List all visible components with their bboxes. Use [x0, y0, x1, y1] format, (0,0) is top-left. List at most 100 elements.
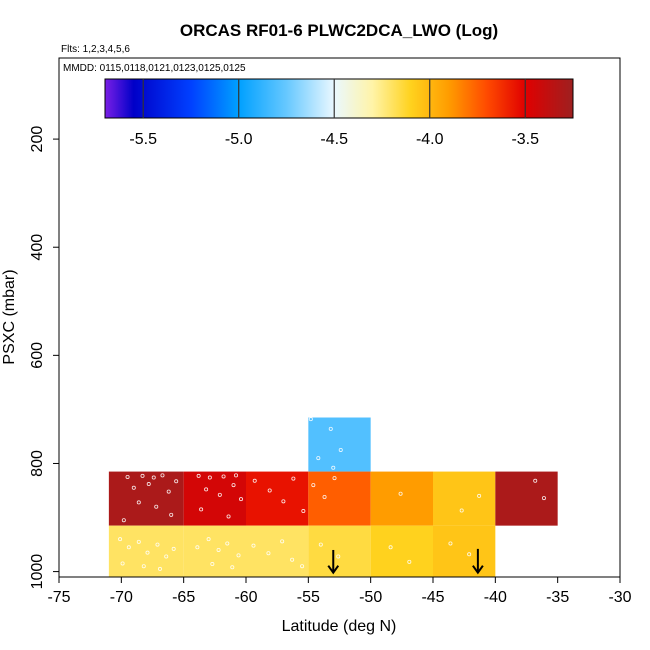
heatmap-cell	[308, 525, 371, 577]
sample-point	[140, 473, 145, 478]
sample-point	[195, 545, 200, 550]
sample-point	[145, 550, 150, 555]
sample-point	[239, 497, 244, 502]
sample-point	[226, 514, 231, 519]
heatmap-cell	[308, 417, 371, 472]
sample-point	[541, 496, 546, 501]
sample-point	[136, 500, 141, 505]
arrow-head	[327, 565, 340, 575]
sample-point	[131, 485, 136, 490]
plot-frame	[58, 57, 621, 578]
sample-point	[388, 545, 393, 550]
sample-point	[204, 487, 209, 492]
sample-point	[236, 553, 241, 558]
sample-point	[291, 476, 296, 481]
colorbar-tick-label: -4.5	[320, 131, 348, 148]
sample-point	[216, 547, 221, 552]
sample-point	[171, 546, 176, 551]
x-axis-label: Latitude (deg N)	[282, 618, 397, 635]
sample-point	[154, 504, 159, 509]
sample-point	[151, 475, 156, 480]
colorbar: -5.5 -5.0 -4.5 -4.0 -3.5	[104, 78, 574, 148]
x-tick-label: -35	[546, 589, 569, 606]
sample-point	[125, 474, 130, 479]
heatmap-cell	[183, 525, 246, 577]
x-tick-label: -70	[110, 589, 133, 606]
arrows	[327, 548, 484, 575]
sample-point	[221, 474, 226, 479]
sample-point	[318, 542, 323, 547]
sample-point	[477, 493, 482, 498]
sample-point	[266, 551, 271, 556]
sample-point	[290, 557, 295, 562]
x-tick-label: -65	[172, 589, 195, 606]
colorbar-tick-label: -5.0	[225, 131, 253, 148]
heatmap-cell	[370, 471, 433, 526]
x-tick-label: -45	[421, 589, 444, 606]
x-tick-label: -50	[359, 589, 382, 606]
heatmap-cell	[108, 471, 184, 526]
heatmap-cell	[183, 471, 246, 526]
sample-point	[448, 541, 453, 546]
heatmap-cell	[246, 525, 309, 577]
sample-point	[332, 476, 337, 481]
sample-point	[120, 561, 125, 566]
sample-point	[206, 537, 211, 542]
colorbar-tick-label: -4.0	[416, 131, 444, 148]
sample-point	[118, 537, 123, 542]
y-tick-label: 600	[29, 342, 46, 369]
sample-point	[121, 518, 126, 523]
chart-title: ORCAS RF01-6 PLWC2DCA_LWO (Log)	[180, 21, 498, 40]
sample-point	[136, 539, 141, 544]
sample-point	[331, 465, 336, 470]
sample-point	[166, 489, 171, 494]
x-axis: -75 -70 -65 -60 -55 -50 -45 -40 -35 -30	[47, 577, 632, 606]
sample-point	[252, 478, 257, 483]
heatmap-cell	[495, 471, 558, 526]
heatmap-cell	[433, 525, 496, 577]
sample-point	[164, 554, 169, 559]
sample-point	[155, 542, 160, 547]
colorbar-tick-label: -5.5	[129, 131, 157, 148]
dates-label: MMDD: 0115,0118,0121,0123,0125,0125	[63, 63, 246, 74]
colorbar-ticks: -5.5 -5.0 -4.5 -4.0 -3.5	[129, 79, 539, 148]
x-tick-label: -30	[608, 589, 631, 606]
x-tick-label: -40	[484, 589, 507, 606]
sample-point	[126, 545, 131, 550]
sample-point	[459, 508, 464, 513]
sample-points	[118, 417, 546, 571]
sample-point	[280, 539, 285, 544]
colorbar-tick-label: -3.5	[511, 131, 539, 148]
y-axis: 200 400 600 800 1000	[29, 126, 59, 589]
sample-point	[398, 491, 403, 496]
y-axis-label: PSXC (mbar)	[1, 269, 18, 364]
flights-label: Flts: 1,2,3,4,5,6	[61, 44, 130, 55]
x-tick-label: -75	[47, 589, 70, 606]
sample-point	[199, 507, 204, 512]
sample-point	[146, 482, 151, 487]
sample-point	[196, 473, 201, 478]
sample-point	[407, 559, 412, 564]
sample-point	[338, 447, 343, 452]
sample-point	[322, 494, 327, 499]
sample-point	[210, 562, 215, 567]
y-tick-label: 200	[29, 126, 46, 153]
heatmap-cell	[370, 525, 433, 577]
sample-point	[467, 552, 472, 557]
sample-point	[533, 478, 538, 483]
sample-point	[231, 483, 236, 488]
sample-point	[267, 488, 272, 493]
sample-point	[311, 483, 316, 488]
sample-point	[251, 543, 256, 548]
sample-point	[174, 479, 179, 484]
sample-point	[316, 456, 321, 461]
sample-point	[160, 473, 165, 478]
sample-point	[301, 509, 306, 514]
sample-point	[169, 512, 174, 517]
sample-point	[217, 492, 222, 497]
sample-point	[308, 417, 313, 422]
sample-point	[328, 426, 333, 431]
arrow-head	[472, 565, 484, 575]
sample-point	[234, 473, 239, 478]
sample-point	[281, 499, 286, 504]
